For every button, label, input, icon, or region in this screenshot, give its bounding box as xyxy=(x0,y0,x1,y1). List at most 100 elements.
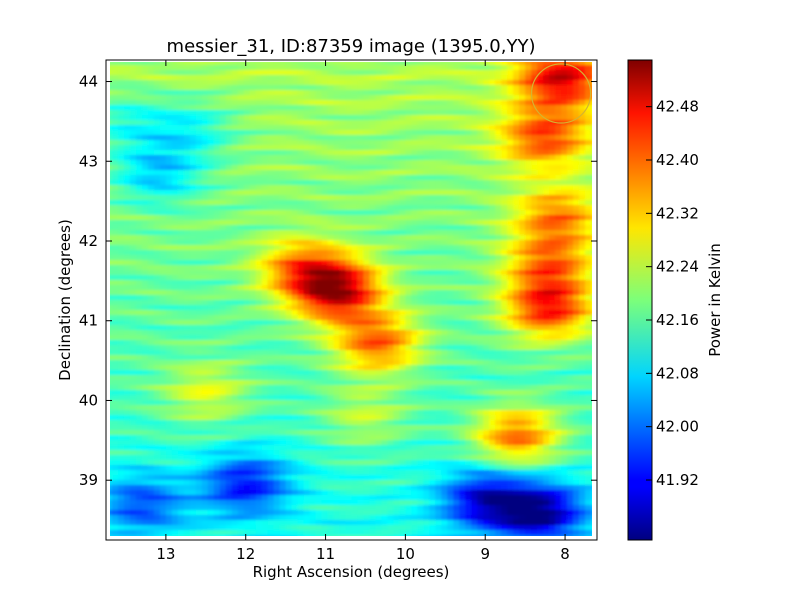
heatmap-cell xyxy=(471,265,478,271)
heatmap-cell xyxy=(429,230,436,236)
heatmap-cell xyxy=(165,80,173,86)
heatmap-cell xyxy=(417,360,424,366)
heatmap-cell xyxy=(477,70,484,76)
heatmap-cell xyxy=(351,325,359,331)
heatmap-cell xyxy=(135,105,143,111)
heatmap-cell xyxy=(483,95,490,101)
heatmap-cell xyxy=(477,225,484,231)
heatmap-cell xyxy=(507,275,514,281)
heatmap-cell xyxy=(165,305,173,311)
heatmap-cell xyxy=(459,155,466,161)
heatmap-cell xyxy=(243,95,251,101)
heatmap-cell xyxy=(369,120,377,126)
heatmap-cell xyxy=(495,120,502,126)
heatmap-cell xyxy=(237,185,245,191)
heatmap-cell xyxy=(213,200,221,206)
heatmap-cell xyxy=(111,275,119,281)
heatmap-cell xyxy=(567,190,574,196)
heatmap-cell xyxy=(219,160,227,166)
heatmap-cell xyxy=(549,90,556,96)
heatmap-cell xyxy=(477,110,484,116)
heatmap-cell xyxy=(477,140,484,146)
heatmap-cell xyxy=(471,155,478,161)
heatmap-cell xyxy=(351,245,359,251)
heatmap-cell xyxy=(381,165,389,171)
heatmap-cell xyxy=(477,290,484,296)
heatmap-cell xyxy=(579,320,586,326)
heatmap-cell xyxy=(345,120,353,126)
heatmap-cell xyxy=(345,320,353,326)
heatmap-cell xyxy=(327,125,335,131)
heatmap-cell xyxy=(435,315,442,321)
heatmap-cell xyxy=(393,325,400,331)
heatmap-cell xyxy=(267,335,275,341)
heatmap-cell xyxy=(309,165,317,171)
heatmap-cell xyxy=(327,335,335,341)
heatmap-cell xyxy=(201,115,209,121)
heatmap-cell xyxy=(585,255,592,261)
heatmap-cell xyxy=(423,125,430,131)
heatmap-cell xyxy=(357,270,365,276)
heatmap-cell xyxy=(333,90,341,96)
heatmap-cell xyxy=(351,225,359,231)
heatmap-cell xyxy=(177,185,185,191)
heatmap-cell xyxy=(243,205,251,211)
heatmap-cell xyxy=(291,305,299,311)
heatmap-cell xyxy=(351,110,359,116)
heatmap-cell xyxy=(339,330,347,336)
heatmap-cell xyxy=(291,235,299,241)
heatmap-cell xyxy=(465,180,472,186)
heatmap-cell xyxy=(369,270,377,276)
heatmap-cell xyxy=(405,150,412,156)
heatmap-cell xyxy=(147,165,155,171)
heatmap-cell xyxy=(573,325,580,331)
heatmap-cell xyxy=(231,325,239,331)
heatmap-cell xyxy=(183,280,191,286)
heatmap-cell xyxy=(579,165,586,171)
heatmap-cell xyxy=(375,260,383,266)
heatmap-cell xyxy=(213,145,221,151)
heatmap-cell xyxy=(279,310,287,316)
heatmap-cell xyxy=(111,110,119,116)
heatmap-cell xyxy=(195,70,203,76)
heatmap-cell xyxy=(579,265,586,271)
heatmap-cell xyxy=(279,115,287,121)
heatmap-cell xyxy=(441,290,448,296)
heatmap-cell xyxy=(273,125,281,131)
heatmap-cell xyxy=(405,285,412,291)
heatmap-cell xyxy=(453,75,460,81)
heatmap-cell xyxy=(393,140,400,146)
heatmap-cell xyxy=(297,330,305,336)
heatmap-cell xyxy=(429,70,436,76)
heatmap-cell xyxy=(423,335,430,341)
heatmap-cell xyxy=(543,305,550,311)
heatmap-cell xyxy=(225,240,233,246)
heatmap-cell xyxy=(195,175,203,181)
heatmap-cell xyxy=(441,350,448,356)
heatmap-cell xyxy=(117,100,125,106)
heatmap-cell xyxy=(405,80,412,86)
heatmap-cell xyxy=(189,110,197,116)
heatmap-cell xyxy=(531,335,538,341)
heatmap-cell xyxy=(117,85,125,91)
heatmap-cell xyxy=(291,80,299,86)
heatmap-cell xyxy=(357,75,365,81)
heatmap-cell xyxy=(363,70,371,76)
heatmap-cell xyxy=(333,150,341,156)
heatmap-cell xyxy=(177,170,185,176)
heatmap-cell xyxy=(333,250,341,256)
heatmap-cell xyxy=(135,220,143,226)
heatmap-cell xyxy=(285,200,293,206)
heatmap-cell xyxy=(111,105,119,111)
heatmap-cell xyxy=(537,155,544,161)
heatmap-cell xyxy=(153,345,161,351)
heatmap-cell xyxy=(423,195,430,201)
heatmap-cell xyxy=(117,185,125,191)
heatmap-cell xyxy=(249,170,257,176)
heatmap-cell xyxy=(219,300,227,306)
heatmap-cell xyxy=(477,120,484,126)
heatmap-cell xyxy=(147,155,155,161)
heatmap-cell xyxy=(405,110,412,116)
heatmap-cell xyxy=(231,340,239,346)
heatmap-cell xyxy=(141,215,149,221)
